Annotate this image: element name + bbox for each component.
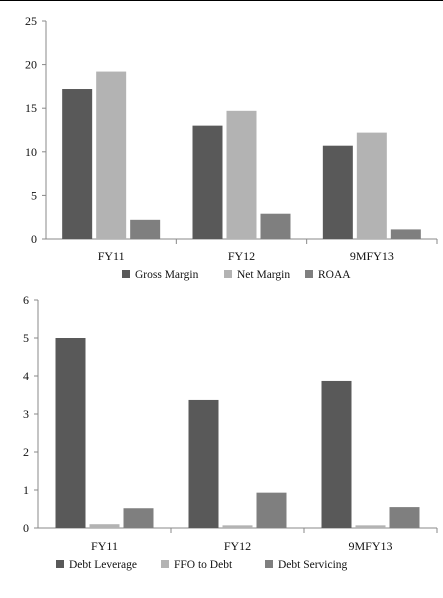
- y-tick-label: 1: [23, 483, 29, 497]
- legend-label-debt-servicing: Debt Servicing: [278, 559, 348, 571]
- legend-swatch-ffo-to-debt: [161, 560, 169, 568]
- x-tick-label: FY12: [228, 249, 255, 263]
- x-tick-label: FY12: [224, 539, 251, 553]
- legend-label-ffo-to-debt: FFO to Debt: [174, 559, 233, 571]
- bar-net-margin-fy11: [96, 71, 127, 240]
- legend-swatch-net-margin: [224, 270, 232, 278]
- y-tick-label: 6: [23, 293, 29, 307]
- y-tick-label: 4: [23, 369, 29, 383]
- bar-gross-margin-fy11: [62, 89, 93, 240]
- legend-swatch-roaa: [305, 270, 313, 278]
- legend-label-roaa: ROAA: [318, 269, 351, 281]
- bar-debt-leverage-9mfy13: [321, 380, 352, 528]
- bar-gross-margin-9mfy13: [322, 145, 353, 239]
- bar-debt-servicing-fy11: [123, 508, 154, 528]
- top-rule: [0, 0, 443, 1]
- legend-label-debt-leverage: Debt Leverage: [69, 559, 137, 571]
- bar-net-margin-9mfy13: [356, 132, 387, 239]
- y-tick-label: 5: [31, 188, 37, 202]
- x-tick-label: FY11: [98, 249, 125, 263]
- bar-ffo-to-debt-fy12: [222, 525, 253, 528]
- y-tick-label: 15: [25, 101, 37, 115]
- y-tick-label: 0: [31, 232, 37, 246]
- x-tick-label: FY11: [91, 539, 118, 553]
- legend-swatch-gross-margin: [122, 270, 130, 278]
- y-tick-label: 25: [25, 14, 37, 28]
- y-tick-label: 0: [23, 521, 29, 535]
- bar-gross-margin-fy12: [192, 125, 223, 239]
- y-tick-label: 10: [25, 145, 37, 159]
- bar-debt-servicing-fy12: [256, 492, 287, 528]
- bar-ffo-to-debt-fy11: [89, 524, 120, 528]
- bar-roaa-fy11: [130, 219, 161, 239]
- bar-ffo-to-debt-9mfy13: [355, 525, 386, 528]
- x-tick-label: 9MFY13: [350, 249, 394, 263]
- chart-1: 0 5 10 15 20 25 FY11 FY12 9MFY13 Gross Margin Net …: [25, 14, 438, 281]
- y-tick-label: 5: [23, 331, 29, 345]
- bar-debt-servicing-9mfy13: [389, 507, 420, 528]
- y-tick-label: 20: [25, 58, 37, 72]
- bar-roaa-fy12: [260, 213, 291, 239]
- legend-label-gross-margin: Gross Margin: [135, 269, 199, 281]
- bar-net-margin-fy12: [226, 110, 257, 239]
- bar-debt-leverage-fy12: [188, 399, 219, 528]
- bar-roaa-9mfy13: [390, 229, 421, 239]
- bar-debt-leverage-fy11: [55, 338, 86, 528]
- y-tick-label: 3: [23, 407, 29, 421]
- x-tick-label: 9MFY13: [348, 539, 392, 553]
- legend-swatch-debt-leverage: [56, 560, 64, 568]
- chart-2: 0 1 2 3 4 5 6 FY11 FY12 9MFY13 Debt Leverage FFO to…: [23, 293, 438, 571]
- legend-label-net-margin: Net Margin: [237, 269, 290, 281]
- legend-swatch-debt-servicing: [265, 560, 273, 568]
- y-tick-label: 2: [23, 445, 29, 459]
